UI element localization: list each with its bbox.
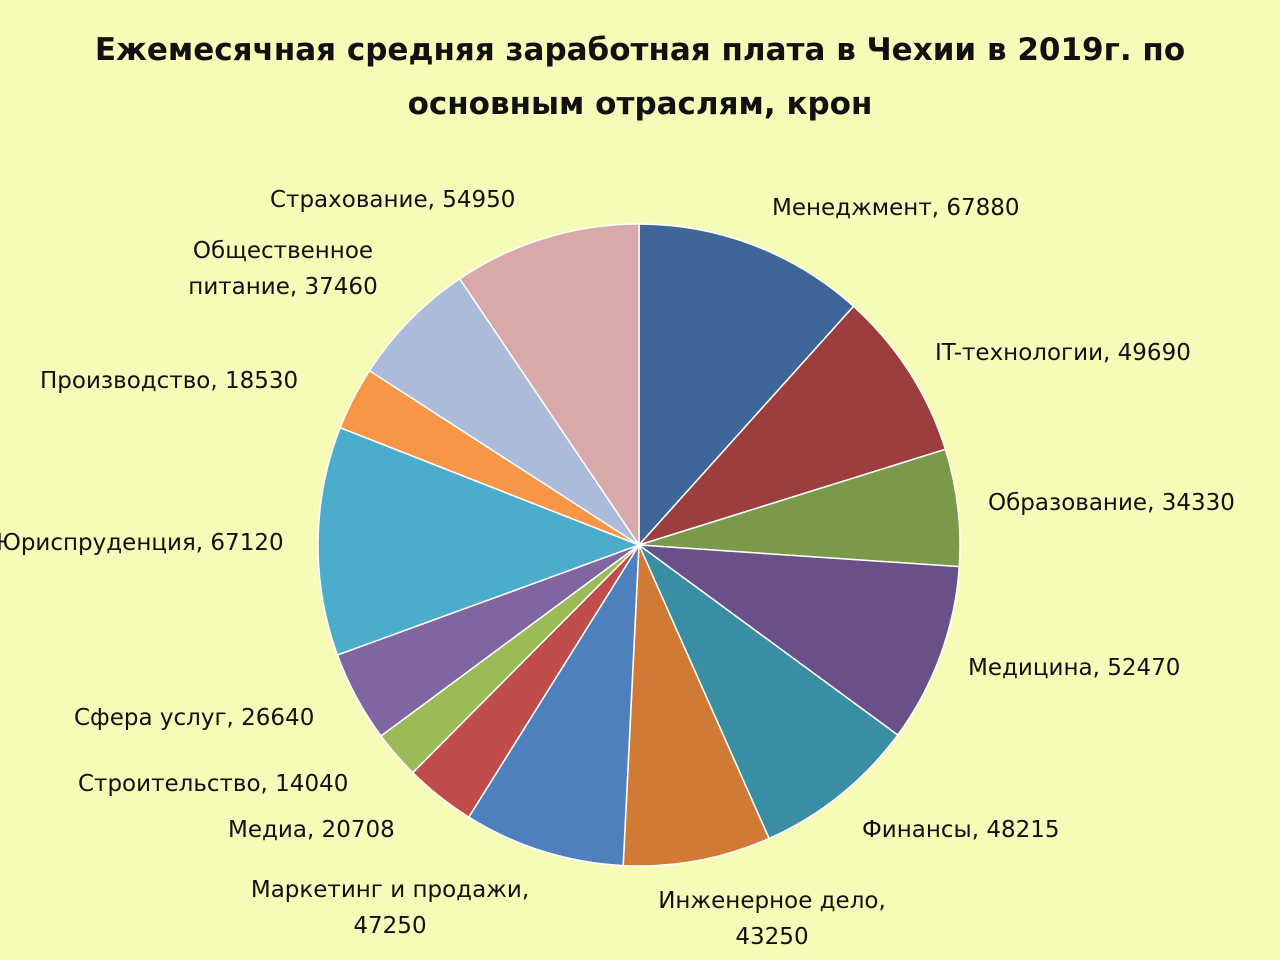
slice-label-9: Строительство, 14040: [78, 766, 348, 802]
pie-slice-5: [637, 542, 899, 840]
slice-label-12: Производство, 18530: [40, 363, 298, 399]
pie-slice-14: [458, 223, 640, 548]
slice-label-11-line-1: Юриспруденция, 67120: [0, 530, 284, 556]
slice-label-1: Менеджмент, 67880: [772, 190, 1020, 226]
slice-label-7-line-2: 47250: [353, 913, 427, 939]
slice-label-8: Медиа, 20708: [228, 812, 395, 848]
pie-slice-7: [467, 542, 640, 867]
slice-label-7: Маркетинг и продажи, 47250: [240, 872, 540, 944]
slice-label-11: Юриспруденция, 67120: [0, 525, 284, 561]
slice-label-13-line-1: Общественное: [192, 238, 374, 264]
slice-label-10: Сфера услуг, 26640: [74, 700, 314, 736]
slice-label-13: Общественное питание, 37460: [178, 233, 388, 305]
slice-label-13-line-2: питание, 37460: [188, 274, 378, 300]
slice-label-6: Инженерное дело, 43250: [652, 883, 892, 955]
pie-slice-1: [638, 223, 855, 547]
chart-title-line-1: Ежемесячная средняя заработная плата в Ч…: [94, 32, 1186, 68]
slice-label-5: Финансы, 48215: [862, 812, 1060, 848]
slice-label-7-line-1: Маркетинг и продажи,: [250, 877, 530, 903]
slice-label-5-line-1: Финансы, 48215: [862, 817, 1060, 843]
slice-label-3: Образование, 34330: [988, 485, 1235, 521]
pie-slice-13: [368, 277, 640, 546]
slice-label-3-line-1: Образование, 34330: [988, 490, 1235, 516]
slice-label-6-line-2: 43250: [735, 924, 809, 950]
slice-label-12-line-1: Производство, 18530: [40, 368, 299, 394]
slice-label-2: IT-технологии, 49690: [935, 335, 1191, 371]
slice-label-4: Медицина, 52470: [968, 650, 1180, 686]
slice-label-1-line-1: Менеджмент, 67880: [772, 195, 1020, 221]
pie-slice-4: [636, 544, 961, 737]
slice-label-14: Страхование, 54950: [270, 182, 515, 218]
pie-slice-11: [317, 426, 642, 656]
slice-label-4-line-1: Медицина, 52470: [968, 655, 1181, 681]
pie-slice-2: [636, 305, 947, 547]
slice-label-8-line-1: Медиа, 20708: [228, 817, 395, 843]
slice-label-9-line-1: Строительство, 14040: [78, 771, 349, 797]
slice-label-10-line-1: Сфера услуг, 26640: [74, 705, 315, 731]
slice-label-2-line-1: IT-технологии, 49690: [935, 340, 1191, 366]
chart-title-line-2: основным отраслям, крон: [407, 86, 873, 122]
slice-label-14-line-1: Страхование, 54950: [270, 187, 516, 213]
pie-slice-6: [622, 544, 771, 867]
slice-label-6-line-1: Инженерное дело,: [658, 888, 886, 914]
